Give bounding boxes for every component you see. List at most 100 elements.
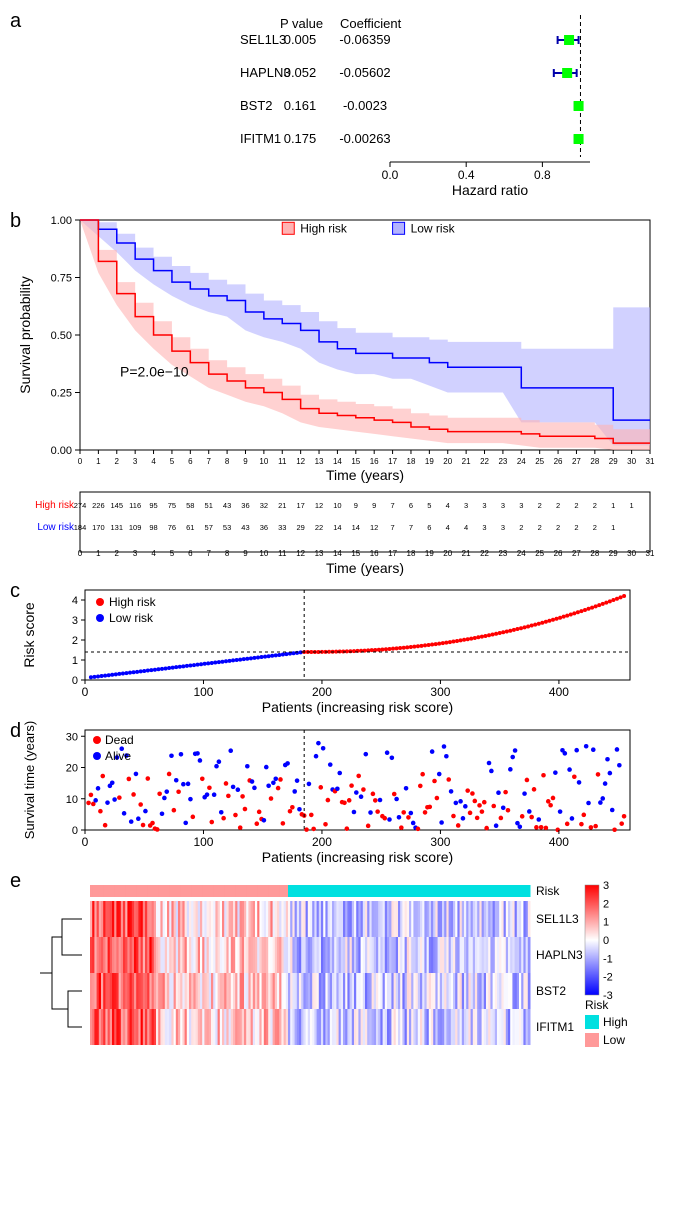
svg-text:31: 31 <box>646 457 655 466</box>
svg-text:3: 3 <box>133 549 138 558</box>
svg-text:31: 31 <box>646 549 655 558</box>
svg-text:Low: Low <box>603 1033 625 1047</box>
svg-text:7: 7 <box>206 549 211 558</box>
svg-text:1: 1 <box>603 917 609 929</box>
svg-text:26: 26 <box>554 549 563 558</box>
svg-text:0.25: 0.25 <box>51 388 72 400</box>
svg-text:200: 200 <box>312 685 332 699</box>
svg-text:226: 226 <box>92 501 105 510</box>
svg-text:75: 75 <box>168 501 176 510</box>
svg-text:SEL1L3: SEL1L3 <box>536 912 579 926</box>
svg-text:HAPLN3: HAPLN3 <box>536 948 583 962</box>
svg-text:33: 33 <box>278 523 286 532</box>
svg-text:BST2: BST2 <box>240 98 273 113</box>
svg-text:2: 2 <box>538 501 542 510</box>
svg-text:7: 7 <box>409 523 413 532</box>
svg-text:2: 2 <box>538 523 542 532</box>
svg-text:Time (years): Time (years) <box>326 560 404 576</box>
svg-text:14: 14 <box>333 523 341 532</box>
svg-text:9: 9 <box>372 501 376 510</box>
svg-text:22: 22 <box>315 523 323 532</box>
svg-text:26: 26 <box>554 457 563 466</box>
svg-text:27: 27 <box>572 457 581 466</box>
svg-text:25: 25 <box>535 549 544 558</box>
svg-text:76: 76 <box>168 523 176 532</box>
svg-text:14: 14 <box>352 523 360 532</box>
survival-scatter: 01020300100200300400Patients (increasing… <box>10 720 665 870</box>
panel-label-a: a <box>10 10 21 33</box>
svg-text:High risk: High risk <box>300 221 348 235</box>
svg-text:30: 30 <box>627 457 636 466</box>
svg-text:18: 18 <box>407 457 416 466</box>
svg-text:145: 145 <box>111 501 124 510</box>
svg-text:Patients (increasing risk scor: Patients (increasing risk score) <box>262 849 453 865</box>
svg-text:28: 28 <box>590 457 599 466</box>
svg-text:9: 9 <box>354 501 358 510</box>
svg-text:Risk score: Risk score <box>21 602 37 668</box>
svg-text:109: 109 <box>129 523 142 532</box>
svg-text:BST2: BST2 <box>536 984 566 998</box>
svg-text:1: 1 <box>630 501 634 510</box>
svg-text:12: 12 <box>296 549 305 558</box>
svg-text:0.175: 0.175 <box>284 131 317 146</box>
svg-text:21: 21 <box>462 457 471 466</box>
forest-plot: P valueCoefficientSEL1L30.005-0.06359HAP… <box>10 10 665 210</box>
svg-text:4: 4 <box>464 523 468 532</box>
svg-text:24: 24 <box>517 549 526 558</box>
svg-text:2: 2 <box>574 501 578 510</box>
svg-text:19: 19 <box>425 457 434 466</box>
svg-text:0: 0 <box>78 549 83 558</box>
svg-text:98: 98 <box>149 523 157 532</box>
svg-text:17: 17 <box>388 457 397 466</box>
svg-text:10: 10 <box>259 549 268 558</box>
svg-text:0: 0 <box>72 825 78 837</box>
svg-text:High: High <box>603 1015 628 1029</box>
svg-text:0: 0 <box>82 835 89 849</box>
svg-text:Alive: Alive <box>105 749 131 763</box>
svg-text:3: 3 <box>519 501 523 510</box>
svg-text:4: 4 <box>72 595 78 607</box>
svg-text:0: 0 <box>78 457 83 466</box>
km-plot: 0.000.250.500.751.0001234567891011121314… <box>10 210 665 580</box>
svg-text:Low risk: Low risk <box>411 221 456 235</box>
svg-text:25: 25 <box>535 457 544 466</box>
svg-text:Hazard ratio: Hazard ratio <box>452 182 528 198</box>
svg-text:1: 1 <box>72 655 78 667</box>
svg-text:0: 0 <box>603 935 609 947</box>
svg-text:0.00: 0.00 <box>51 445 72 457</box>
svg-text:P=2.0e−10: P=2.0e−10 <box>120 363 189 379</box>
svg-text:3: 3 <box>482 523 486 532</box>
svg-text:14: 14 <box>333 549 342 558</box>
svg-text:100: 100 <box>193 685 213 699</box>
svg-text:3: 3 <box>603 880 609 892</box>
svg-text:5: 5 <box>170 457 175 466</box>
svg-text:High risk: High risk <box>35 500 75 511</box>
svg-text:2: 2 <box>593 501 597 510</box>
svg-text:19: 19 <box>425 549 434 558</box>
svg-text:300: 300 <box>430 685 450 699</box>
svg-text:30: 30 <box>627 549 636 558</box>
svg-text:2: 2 <box>72 635 78 647</box>
svg-text:17: 17 <box>388 549 397 558</box>
svg-text:43: 43 <box>241 523 249 532</box>
svg-text:IFITM1: IFITM1 <box>240 131 281 146</box>
svg-text:2: 2 <box>115 457 120 466</box>
svg-text:0: 0 <box>82 685 89 699</box>
svg-text:12: 12 <box>315 501 323 510</box>
svg-text:P value: P value <box>280 16 323 31</box>
svg-text:1: 1 <box>611 523 615 532</box>
svg-text:29: 29 <box>609 549 618 558</box>
svg-text:6: 6 <box>409 501 413 510</box>
svg-text:29: 29 <box>609 457 618 466</box>
svg-text:6: 6 <box>188 549 193 558</box>
svg-text:51: 51 <box>205 501 213 510</box>
svg-text:23: 23 <box>498 457 507 466</box>
svg-text:0.4: 0.4 <box>458 168 475 182</box>
svg-text:12: 12 <box>296 457 305 466</box>
svg-text:53: 53 <box>223 523 231 532</box>
svg-text:10: 10 <box>66 794 78 806</box>
svg-text:0.8: 0.8 <box>534 168 551 182</box>
svg-text:IFITM1: IFITM1 <box>536 1020 574 1034</box>
svg-text:9: 9 <box>243 549 248 558</box>
svg-text:2: 2 <box>556 523 560 532</box>
